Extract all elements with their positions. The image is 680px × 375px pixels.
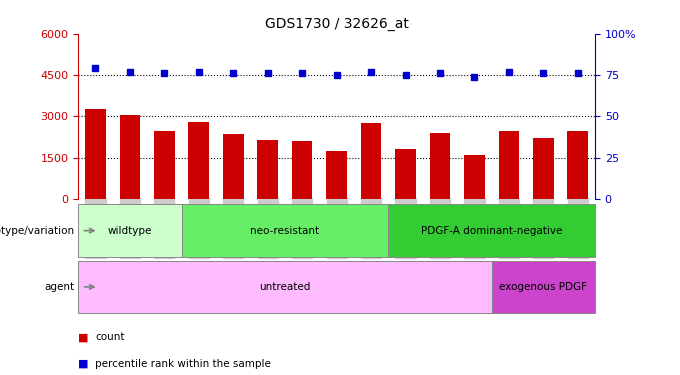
Bar [326, 151, 347, 199]
Text: exogenous PDGF: exogenous PDGF [499, 282, 588, 292]
Bar [154, 131, 175, 199]
Title: GDS1730 / 32626_at: GDS1730 / 32626_at [265, 17, 409, 32]
Bar [430, 133, 450, 199]
Bar [292, 141, 313, 199]
Bar [223, 134, 243, 199]
Bar [85, 110, 106, 199]
Bar [533, 138, 554, 199]
Bar [78, 261, 492, 313]
Bar [464, 155, 485, 199]
Bar [182, 204, 388, 257]
Text: PDGF-A dominant-negative: PDGF-A dominant-negative [421, 226, 562, 236]
Bar [388, 204, 595, 257]
Bar [492, 261, 595, 313]
Bar [120, 115, 140, 199]
Bar [78, 204, 182, 257]
Bar [360, 123, 381, 199]
Text: percentile rank within the sample: percentile rank within the sample [95, 359, 271, 369]
Text: genotype/variation: genotype/variation [0, 226, 75, 236]
Text: count: count [95, 333, 124, 342]
Text: agent: agent [45, 282, 75, 292]
Text: neo-resistant: neo-resistant [250, 226, 320, 236]
Text: wildtype: wildtype [107, 226, 152, 236]
Text: untreated: untreated [259, 282, 311, 292]
Text: ■: ■ [78, 333, 88, 342]
Bar [257, 140, 278, 199]
Bar [567, 131, 588, 199]
Bar [188, 122, 209, 199]
Bar [498, 131, 520, 199]
Bar [395, 149, 416, 199]
Text: ■: ■ [78, 359, 88, 369]
